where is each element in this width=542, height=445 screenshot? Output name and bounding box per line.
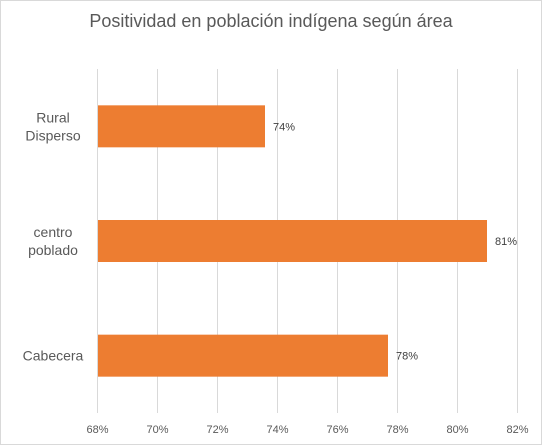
bar — [97, 220, 487, 262]
category-label: Cabecera — [23, 348, 84, 364]
category-label: Rural — [36, 109, 69, 125]
x-tick-label: 82% — [506, 424, 528, 436]
data-label: 81% — [495, 236, 517, 248]
category-label: Disperso — [25, 127, 80, 143]
bar — [97, 334, 388, 377]
x-tick-label: 76% — [326, 424, 348, 436]
x-tick-label: 72% — [206, 424, 228, 436]
x-tick-label: 78% — [386, 424, 408, 436]
x-tick-label: 74% — [266, 424, 288, 436]
data-label: 78% — [396, 351, 418, 363]
chart-title: Positividad en población indígena según … — [89, 11, 453, 31]
x-tick-label: 68% — [86, 424, 108, 436]
bar — [97, 105, 265, 148]
category-label: centro — [34, 224, 73, 240]
x-tick-label: 70% — [146, 424, 168, 436]
data-label: 74% — [273, 121, 295, 133]
x-tick-label: 80% — [446, 424, 468, 436]
category-label: poblado — [28, 242, 78, 258]
